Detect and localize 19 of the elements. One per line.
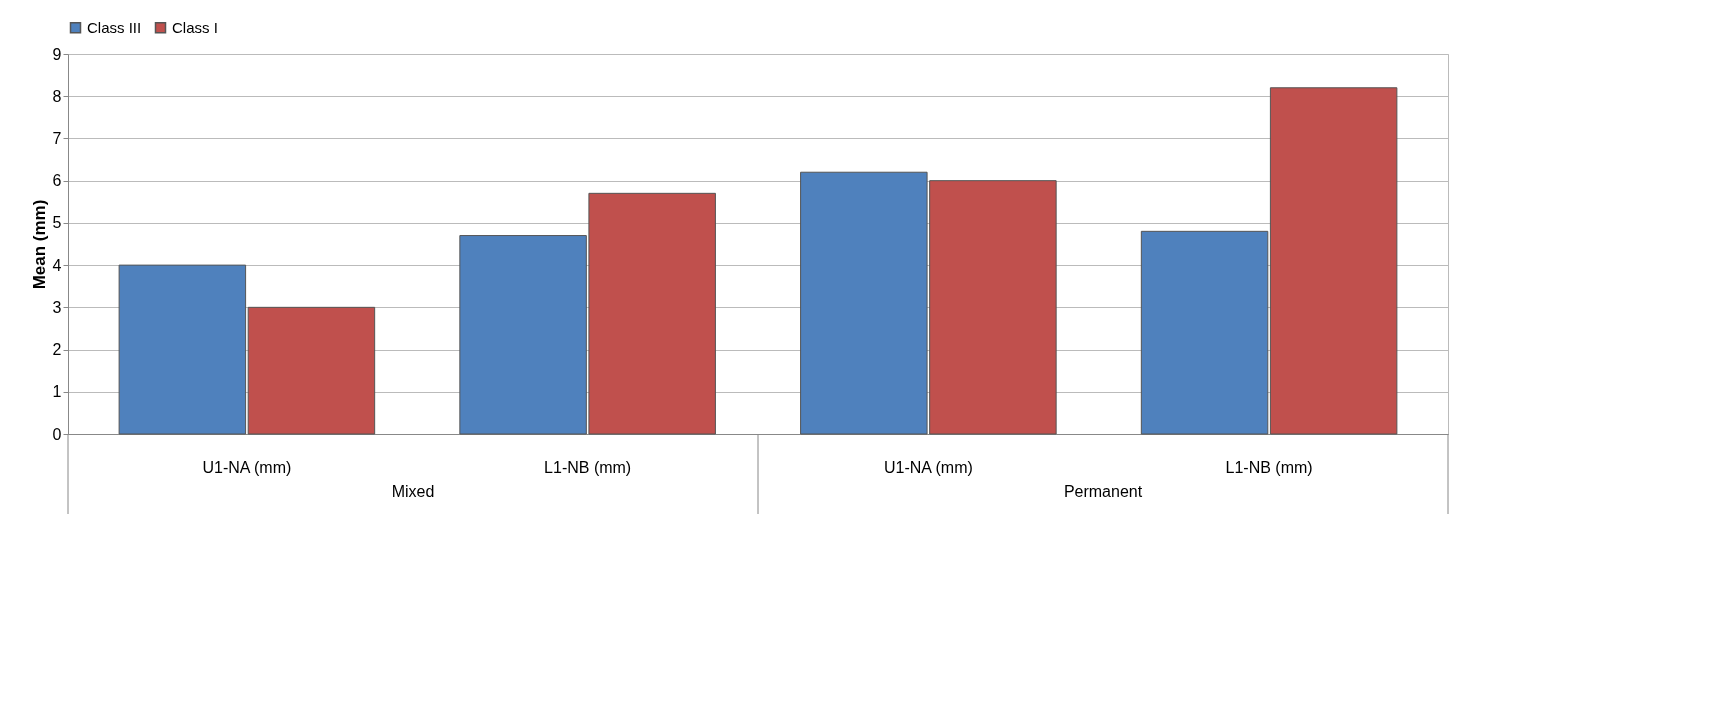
- x-tick-label: L1-NB (mm): [1225, 458, 1313, 476]
- y-tick-label: 1: [52, 383, 62, 401]
- y-axis-title: Mean (mm): [29, 199, 49, 290]
- y-tick-label: 7: [52, 129, 62, 147]
- legend-label: Class III: [87, 18, 142, 36]
- x-tick-label: L1-NB (mm): [544, 458, 632, 476]
- y-tick-label: 0: [52, 425, 62, 443]
- y-tick-label: 3: [52, 298, 62, 316]
- y-tick-label: 2: [52, 341, 62, 359]
- x-tick-label: U1-NA (mm): [883, 458, 973, 476]
- legend-label: Class I: [172, 18, 218, 36]
- y-tick-label: 4: [52, 256, 62, 274]
- text: Mixed: [391, 483, 435, 500]
- y-tick-label: 8: [52, 87, 62, 105]
- y-tick-label: 6: [52, 172, 62, 190]
- text: Permanent: [1063, 483, 1143, 500]
- y-tick-label: 5: [52, 214, 62, 232]
- y-tick-label: 9: [52, 45, 62, 63]
- x-tick-label: U1-NA (mm): [202, 458, 292, 476]
